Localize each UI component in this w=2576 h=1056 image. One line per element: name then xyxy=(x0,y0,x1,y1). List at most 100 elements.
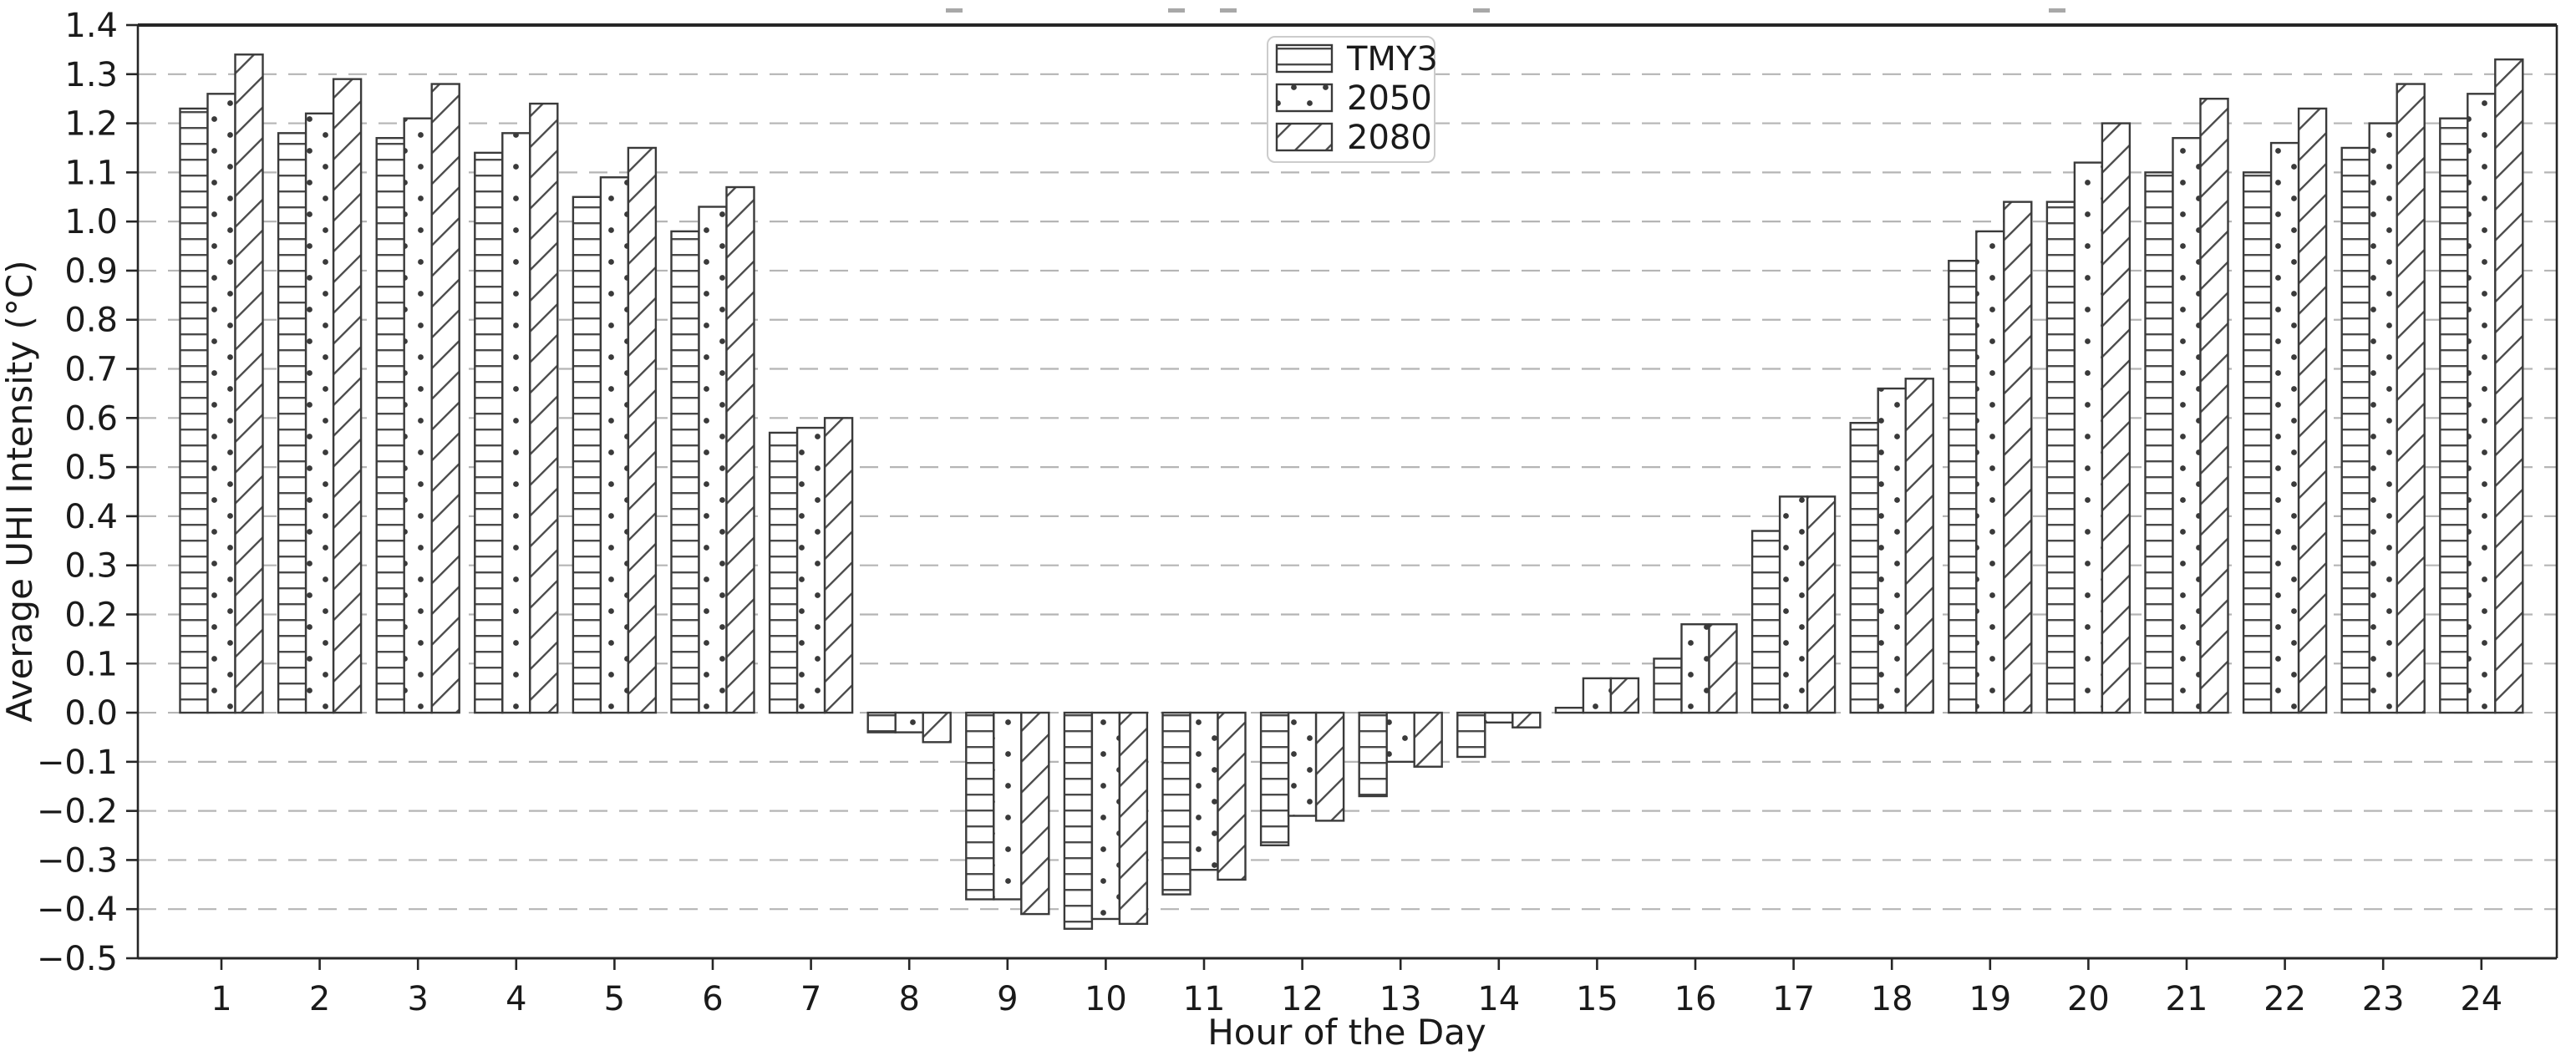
y-tick-label: −0.1 xyxy=(37,744,118,782)
bar-h15-2050 xyxy=(1582,677,1613,714)
bar-h8-2050 xyxy=(894,711,924,734)
legend-label-2050: 2050 xyxy=(1347,79,1432,118)
legend-label-2080: 2080 xyxy=(1347,119,1432,157)
bar-h1-2050 xyxy=(206,93,236,714)
cropped-title-mark xyxy=(2049,8,2065,13)
legend: TMY3 2050 2080 xyxy=(1267,36,1438,163)
bar-h24-2080 xyxy=(2494,58,2524,714)
y-tick-label: 1.1 xyxy=(64,154,118,192)
x-tick-label: 2 xyxy=(309,980,330,1018)
bar-h12-TMY3 xyxy=(1259,711,1290,846)
bar-h17-2080 xyxy=(1806,495,1837,714)
cropped-title-mark xyxy=(1220,8,1237,13)
x-tick-label: 5 xyxy=(604,980,625,1018)
x-tick-label: 21 xyxy=(2166,980,2208,1018)
y-tick-label: 0.7 xyxy=(64,351,118,389)
x-tick-label: 7 xyxy=(800,980,821,1018)
x-tick-label: 4 xyxy=(506,980,526,1018)
bar-h15-TMY3 xyxy=(1554,706,1585,714)
y-tick-label: −0.2 xyxy=(37,793,118,831)
bar-h24-TMY3 xyxy=(2439,117,2469,714)
y-tick-label: −0.5 xyxy=(37,940,118,978)
bar-h5-2080 xyxy=(627,146,658,714)
y-tick-label: 0.5 xyxy=(64,449,118,487)
y-tick-label: 1.4 xyxy=(64,7,118,45)
bar-h1-TMY3 xyxy=(179,107,209,714)
bar-h4-2080 xyxy=(529,102,559,714)
x-tick-label: 18 xyxy=(1871,980,1913,1018)
y-tick-label: 0.4 xyxy=(64,498,118,536)
y-tick-label: −0.4 xyxy=(37,891,118,929)
bar-h16-2080 xyxy=(1708,623,1738,714)
bar-h10-2050 xyxy=(1090,711,1121,921)
y-tick-label: 0.6 xyxy=(64,399,118,438)
legend-label-tmy3: TMY3 xyxy=(1346,40,1438,79)
bar-h16-2050 xyxy=(1680,623,1710,714)
bar-h11-TMY3 xyxy=(1161,711,1191,896)
bar-h6-TMY3 xyxy=(670,230,700,714)
bar-h11-2080 xyxy=(1217,711,1247,881)
bar-h8-TMY3 xyxy=(866,711,897,734)
x-tick-label: 23 xyxy=(2362,980,2405,1018)
y-tick-label: 0.0 xyxy=(64,694,118,733)
x-tick-label: 6 xyxy=(702,980,723,1018)
x-tick-label: 11 xyxy=(1183,980,1226,1018)
y-tick-label: 1.0 xyxy=(64,203,118,241)
bar-h3-2050 xyxy=(403,117,433,714)
legend-swatch-2080 xyxy=(1275,122,1334,152)
bar-h18-2080 xyxy=(1904,378,1934,714)
bar-h16-TMY3 xyxy=(1653,657,1683,714)
y-tick-label: 0.1 xyxy=(64,645,118,683)
bar-h5-TMY3 xyxy=(572,195,602,714)
bar-h3-TMY3 xyxy=(375,137,405,714)
x-tick-label: 16 xyxy=(1674,980,1717,1018)
y-tick-label: 0.9 xyxy=(64,252,118,291)
x-axis-label: Hour of the Day xyxy=(1207,1012,1486,1053)
bar-h4-2050 xyxy=(501,132,531,714)
bar-h19-2050 xyxy=(1975,230,2005,714)
bar-h24-2050 xyxy=(2467,93,2497,714)
x-tick-label: 10 xyxy=(1085,980,1127,1018)
bar-h9-2050 xyxy=(993,711,1023,901)
x-tick-label: 13 xyxy=(1379,980,1422,1018)
bar-h12-2080 xyxy=(1314,711,1345,822)
x-tick-label: 14 xyxy=(1477,980,1520,1018)
bar-h11-2050 xyxy=(1189,711,1219,871)
bar-h22-TMY3 xyxy=(2242,171,2273,714)
bar-h17-TMY3 xyxy=(1750,530,1781,714)
y-tick-label: 1.3 xyxy=(64,56,118,94)
bar-h2-TMY3 xyxy=(277,132,307,714)
bar-h7-TMY3 xyxy=(768,431,799,714)
x-tick-label: 12 xyxy=(1281,980,1324,1018)
y-axis-label: Average UHI Intensity (°C) xyxy=(0,260,40,722)
bar-h2-2050 xyxy=(304,112,335,714)
bar-h7-2080 xyxy=(823,417,854,714)
cropped-title-mark xyxy=(946,8,963,13)
x-tick-label: 19 xyxy=(1969,980,2011,1018)
bar-h7-2050 xyxy=(795,426,826,714)
bar-h13-TMY3 xyxy=(1358,711,1388,798)
bar-h20-2050 xyxy=(2073,161,2104,714)
x-tick-label: 22 xyxy=(2264,980,2306,1018)
x-tick-label: 9 xyxy=(997,980,1018,1018)
x-tick-label: 15 xyxy=(1576,980,1618,1018)
bar-h5-2050 xyxy=(599,176,630,714)
bar-h20-2080 xyxy=(2101,122,2131,714)
bar-h15-2080 xyxy=(1609,677,1640,714)
bar-h22-2080 xyxy=(2297,107,2328,714)
bar-h18-TMY3 xyxy=(1849,421,1879,714)
bar-h3-2080 xyxy=(430,83,460,714)
bar-h9-2080 xyxy=(1020,711,1050,916)
y-tick-label: 0.3 xyxy=(64,547,118,586)
legend-swatch-tmy3 xyxy=(1275,43,1334,74)
bar-h20-TMY3 xyxy=(2045,201,2076,714)
bar-h22-2050 xyxy=(2269,141,2300,714)
bar-h19-2080 xyxy=(2003,201,2033,714)
cropped-title-mark xyxy=(1473,8,1490,13)
bar-h10-TMY3 xyxy=(1063,711,1094,930)
axes-spines xyxy=(136,23,2558,960)
bar-h21-2080 xyxy=(2199,97,2229,714)
bar-h21-TMY3 xyxy=(2144,171,2174,714)
